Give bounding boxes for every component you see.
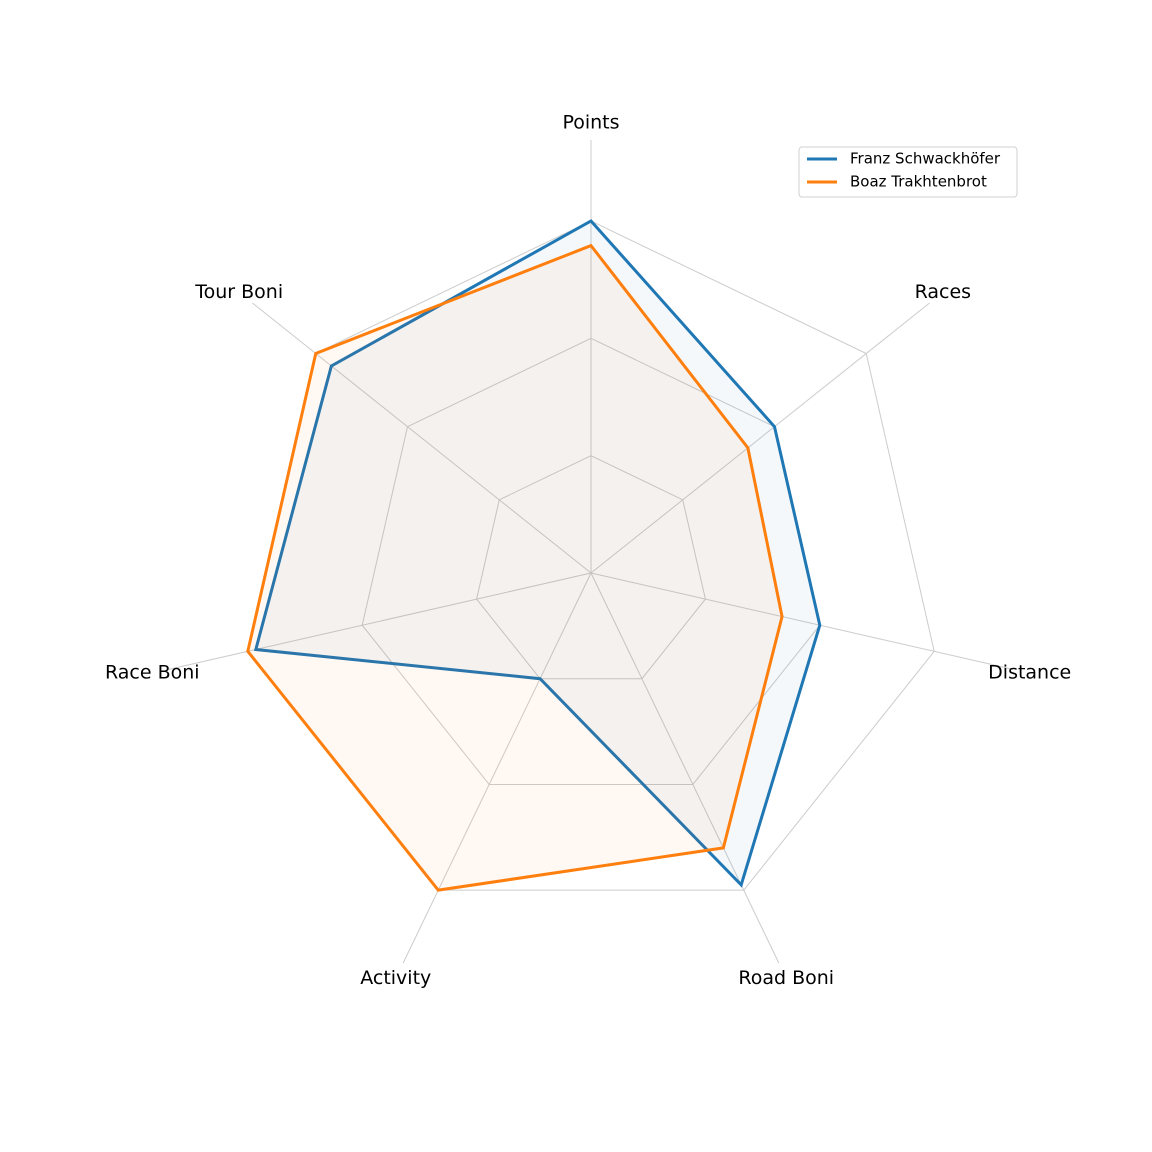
legend-label: Boaz Trakhtenbrot (850, 173, 987, 191)
legend-frame (798, 146, 1018, 198)
series-area (247, 245, 783, 891)
series-area (255, 220, 820, 885)
legend: Franz Schwackhöfer Boaz Trakhtenbrot (798, 146, 1018, 198)
series-line (253, 219, 822, 888)
axis-label: Activity (360, 967, 431, 989)
spoke (252, 302, 592, 574)
spoke (590, 572, 1014, 670)
spoke (402, 572, 592, 964)
spoke (168, 572, 592, 670)
axis-label: Road Boni (738, 967, 834, 989)
grid-ring (476, 455, 706, 680)
axis-label: Points (562, 112, 619, 134)
spoke (590, 302, 930, 574)
axis-label: Races (915, 281, 971, 303)
series-line (246, 243, 784, 892)
axis-label: Distance (988, 662, 1071, 684)
axis-label: Tour Boni (194, 281, 283, 303)
axis-label: Race Boni (105, 662, 200, 684)
spoke (590, 572, 780, 964)
legend-label: Franz Schwackhöfer (850, 150, 1001, 168)
